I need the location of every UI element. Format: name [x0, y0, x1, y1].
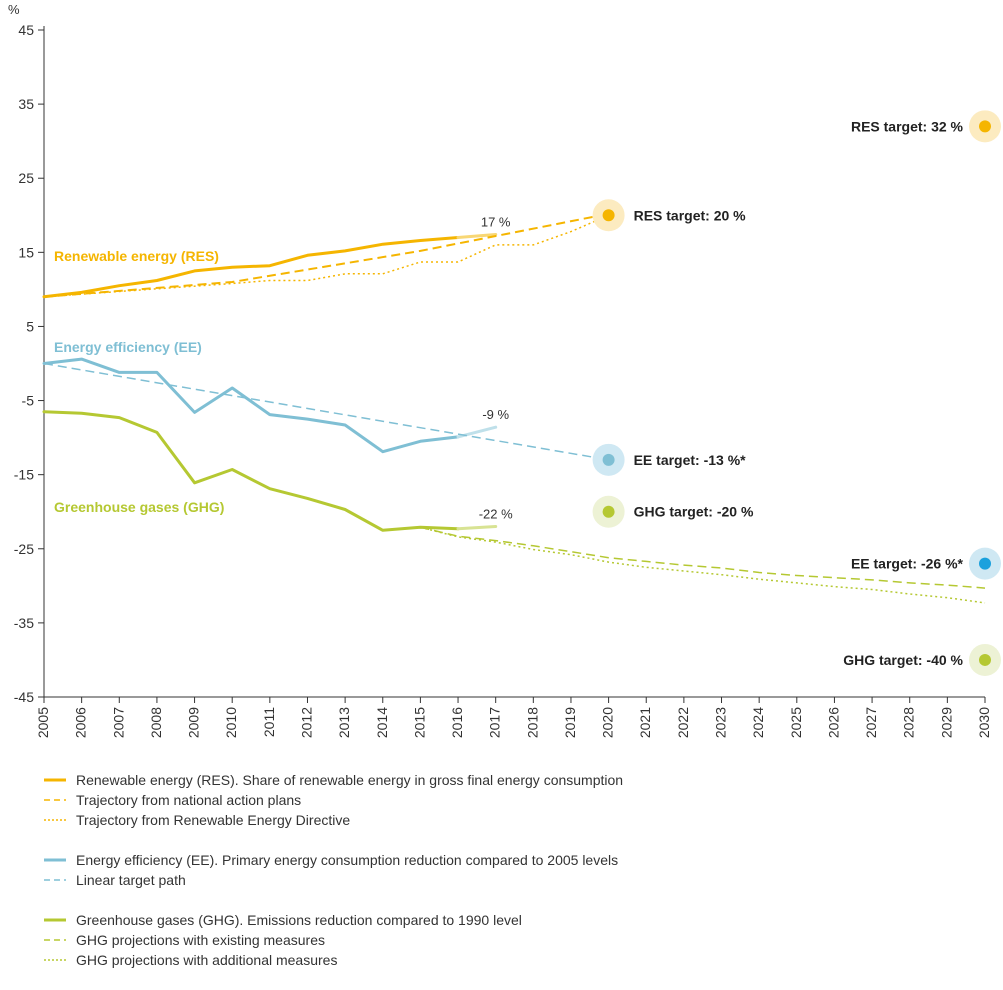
x-tick-label: 2027	[863, 707, 879, 738]
series-line-res_red	[43, 214, 609, 298]
legend-label: Greenhouse gases (GHG). Emissions reduct…	[76, 912, 522, 928]
x-tick-label: 2010	[223, 707, 239, 738]
legend-group: Greenhouse gases (GHG). Emissions reduct…	[44, 910, 984, 970]
target-marker	[979, 120, 991, 133]
x-tick-label: 2017	[487, 707, 503, 738]
x-tick-label: 2029	[938, 707, 954, 738]
series-line-ghg_proxy	[456, 525, 498, 531]
target-marker	[979, 557, 991, 570]
series-line-ee_path	[43, 362, 609, 461]
legend-item: Linear target path	[44, 870, 984, 890]
y-tick-label: -15	[14, 467, 34, 483]
legend-item: Energy efficiency (EE). Primary energy c…	[44, 850, 984, 870]
series-line-res_nap	[43, 212, 609, 298]
x-tick-label: 2022	[675, 707, 691, 738]
legend-item: Greenhouse gases (GHG). Emissions reduct…	[44, 910, 984, 930]
target-label: GHG target: -40 %	[843, 652, 963, 668]
x-tick-label: 2015	[411, 707, 427, 738]
y-tick-label: 45	[18, 22, 34, 38]
series-layer	[42, 212, 986, 604]
legend-label: Linear target path	[76, 872, 186, 888]
legend-label: Trajectory from national action plans	[76, 792, 302, 808]
legend-swatch	[44, 855, 66, 865]
legend-item: GHG projections with additional measures	[44, 950, 984, 970]
series-label: Renewable energy (RES)	[54, 248, 219, 264]
x-tick-label: 2007	[110, 707, 126, 738]
x-tick-label: 2011	[261, 707, 277, 737]
legend-item: Renewable energy (RES). Share of renewab…	[44, 770, 984, 790]
series-line-res_proxy	[456, 233, 498, 239]
y-tick-label: -5	[22, 393, 35, 409]
target-marker	[979, 653, 991, 666]
x-tick-label: 2018	[524, 707, 540, 738]
legend-label: GHG projections with additional measures	[76, 952, 338, 968]
x-tick-label: 2024	[750, 707, 766, 738]
target-marker	[602, 209, 615, 222]
legend-item: Trajectory from national action plans	[44, 790, 984, 810]
x-tick-label: 2005	[35, 707, 51, 738]
legend-label: GHG projections with existing measures	[76, 932, 325, 948]
y-tick-label: 5	[26, 318, 34, 334]
y-tick-label: 25	[18, 170, 34, 186]
legend-swatch	[44, 915, 66, 925]
legend-group: Energy efficiency (EE). Primary energy c…	[44, 850, 984, 890]
legend-swatch	[44, 775, 66, 785]
targets-layer: RES target: 20 % EE target: -13 %* GHG tar…	[592, 110, 1001, 676]
y-tick-label: -35	[14, 615, 34, 631]
x-tick-label: 2006	[73, 707, 89, 738]
legend-swatch	[44, 815, 66, 825]
series-line-ghg_wem	[420, 526, 986, 589]
target-label: RES target: 32 %	[851, 118, 964, 134]
x-tick-label: 2023	[713, 707, 729, 738]
labels-layer: Renewable energy (RES) Energy efficiency …	[54, 215, 513, 522]
x-tick-label: 2014	[374, 707, 390, 738]
x-tick-label: 2009	[186, 707, 202, 738]
x-tick-label: 2012	[298, 707, 314, 738]
legend-label: Renewable energy (RES). Share of renewab…	[76, 772, 624, 788]
legend-swatch	[44, 795, 66, 805]
x-tick-label: 2008	[148, 707, 164, 738]
x-tick-label: 2020	[600, 707, 616, 738]
series-line-ghg_obs	[42, 410, 460, 532]
x-tick-label: 2030	[976, 707, 992, 738]
legend-item: GHG projections with existing measures	[44, 930, 984, 950]
target-label: EE target: -13 %*	[634, 452, 747, 468]
series-line-res_obs	[42, 236, 460, 299]
x-tick-label: 2021	[637, 707, 653, 738]
x-tick-label: 2019	[562, 707, 578, 738]
x-tick-label: 2028	[901, 707, 917, 738]
legend-swatch	[44, 955, 66, 965]
legend-group: Renewable energy (RES). Share of renewab…	[44, 770, 984, 830]
series-line-ee_obs	[42, 357, 460, 454]
series-line-ghg_wam	[420, 526, 986, 604]
x-tick-label: 2013	[336, 707, 352, 738]
target-label: RES target: 20 %	[634, 207, 747, 223]
series-label: Energy efficiency (EE)	[54, 339, 202, 355]
target-label: EE target: -26 %*	[851, 556, 964, 572]
target-label: GHG target: -20 %	[634, 504, 754, 520]
series-label: Greenhouse gases (GHG)	[54, 499, 224, 515]
legend-item: Trajectory from Renewable Energy Directi…	[44, 810, 984, 830]
x-tick-label: 2025	[788, 707, 804, 738]
target-marker	[602, 453, 615, 466]
end-value-label: -22 %	[479, 507, 513, 522]
y-tick-label: -25	[14, 541, 34, 557]
legend-label: Trajectory from Renewable Energy Directi…	[76, 812, 351, 828]
legend-swatch	[44, 935, 66, 945]
y-tick-label: 35	[18, 96, 34, 112]
legend-swatch	[44, 875, 66, 885]
x-tick-label: 2026	[825, 707, 841, 738]
legend: Renewable energy (RES). Share of renewab…	[44, 770, 984, 990]
legend-label: Energy efficiency (EE). Primary energy c…	[76, 852, 619, 868]
target-marker	[602, 505, 615, 518]
y-tick-label: 15	[18, 244, 34, 260]
y-unit-label: %	[8, 2, 20, 17]
end-value-label: -9 %	[482, 407, 509, 422]
y-tick-label: -45	[14, 689, 34, 705]
x-tick-label: 2016	[449, 707, 465, 738]
end-value-label: 17 %	[481, 215, 511, 230]
